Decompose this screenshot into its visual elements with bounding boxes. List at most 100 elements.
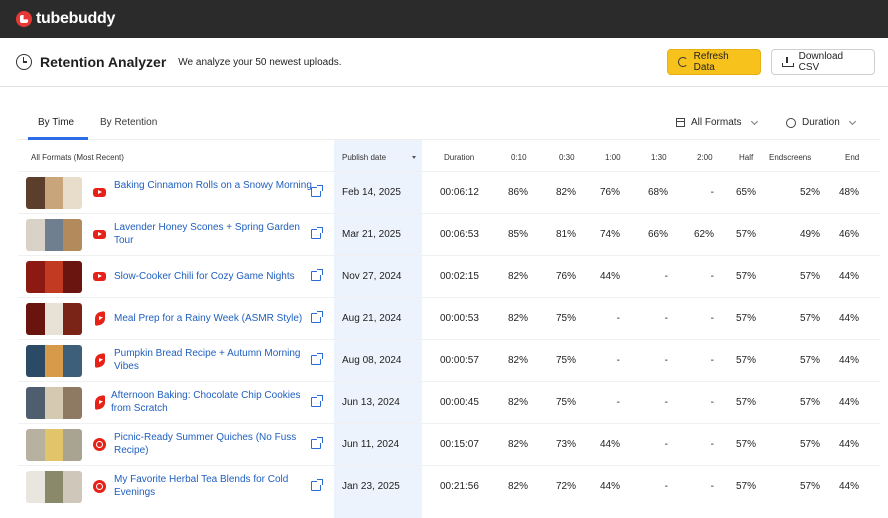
table-row[interactable]: Pumpkin Bread Recipe + Autumn Morning Vi… xyxy=(18,339,880,381)
retention-1-30-cell: - xyxy=(664,355,668,366)
column-header-0-10: 0:10 xyxy=(511,153,527,162)
external-link-icon[interactable] xyxy=(311,353,323,365)
page-header: Retention Analyzer We analyze your 50 ne… xyxy=(0,38,888,87)
publish-date-cell: Feb 14, 2025 xyxy=(342,187,401,198)
video-title-link[interactable]: Meal Prep for a Rainy Week (ASMR Style) xyxy=(114,313,303,324)
chevron-down-icon xyxy=(750,117,758,125)
video-title-link[interactable]: Lavender Honey Scones + Spring Garden To… xyxy=(114,222,300,246)
external-link-icon[interactable] xyxy=(311,269,323,281)
retention-1-30-cell: 66% xyxy=(647,229,668,240)
retention-1-00-cell: - xyxy=(616,313,620,324)
duration-cell: 00:06:53 xyxy=(440,229,479,240)
video-title-link[interactable]: Afternoon Baking: Chocolate Chip Cookies… xyxy=(111,390,301,414)
duration-cell: 00:00:45 xyxy=(440,397,479,408)
formats-filter-dropdown[interactable]: All Formats xyxy=(676,117,758,128)
video-thumbnail[interactable] xyxy=(26,303,82,335)
retention-1-00-cell: 74% xyxy=(599,229,620,240)
external-link-icon[interactable] xyxy=(311,185,323,197)
video-title-link[interactable]: Picnic-Ready Summer Quiches (No Fuss Rec… xyxy=(114,432,297,456)
external-link-icon[interactable] xyxy=(311,479,323,491)
table-row[interactable]: Baking Cinnamon Rolls on a Snowy Morning… xyxy=(18,171,880,213)
video-title-link[interactable]: Pumpkin Bread Recipe + Autumn Morning Vi… xyxy=(114,348,301,372)
retention-1-30-cell: - xyxy=(664,481,668,492)
retention-half-cell: 65% xyxy=(735,187,756,198)
table-row[interactable]: Slow-Cooker Chili for Cozy Game Nights N… xyxy=(18,255,880,297)
retention-1-30-cell: - xyxy=(664,313,668,324)
external-link-icon[interactable] xyxy=(311,395,323,407)
retention-2-00-cell: - xyxy=(710,439,714,450)
retention-0-30-cell: 75% xyxy=(555,355,576,366)
table-row[interactable]: Picnic-Ready Summer Quiches (No Fuss Rec… xyxy=(18,423,880,465)
duration-filter-dropdown[interactable]: Duration xyxy=(786,117,856,128)
tab-by-time[interactable]: By Time xyxy=(38,117,75,128)
retention-2-00-cell: - xyxy=(710,355,714,366)
retention-0-10-cell: 82% xyxy=(507,313,528,324)
retention-end-cell: 44% xyxy=(838,439,859,450)
table-row[interactable]: Meal Prep for a Rainy Week (ASMR Style) … xyxy=(18,297,880,339)
external-link-icon[interactable] xyxy=(311,437,323,449)
tab-by-retention[interactable]: By Retention xyxy=(100,117,158,128)
retention-half-cell: 57% xyxy=(735,271,756,282)
live-icon xyxy=(93,438,107,452)
video-thumbnail[interactable] xyxy=(26,387,82,419)
refresh-data-button[interactable]: Refresh Data xyxy=(667,49,761,75)
publish-date-cell: Aug 08, 2024 xyxy=(342,355,402,366)
table-row[interactable]: My Favorite Herbal Tea Blends for Cold E… xyxy=(18,465,880,507)
retention-2-00-cell: - xyxy=(710,187,714,198)
retention-1-00-cell: 76% xyxy=(599,187,620,198)
video-thumbnail[interactable] xyxy=(26,345,82,377)
video-thumbnail[interactable] xyxy=(26,219,82,251)
publish-date-cell: Jan 23, 2025 xyxy=(342,481,400,492)
retention-1-00-cell: 44% xyxy=(599,481,620,492)
download-csv-button[interactable]: Download CSV xyxy=(771,49,875,75)
video-thumbnail[interactable] xyxy=(26,471,82,503)
publish-date-column-highlight xyxy=(334,140,422,518)
retention-endscreens-cell: 57% xyxy=(799,481,820,492)
external-link-icon[interactable] xyxy=(311,311,323,323)
column-header-publish-date[interactable]: Publish date xyxy=(342,153,387,162)
formats-grid-icon xyxy=(676,118,685,127)
refresh-data-label: Refresh Data xyxy=(693,51,729,73)
video-title-link[interactable]: Baking Cinnamon Rolls on a Snowy Morning xyxy=(114,180,312,191)
download-csv-label: Download CSV xyxy=(798,51,844,73)
duration-cell: 00:21:56 xyxy=(440,481,479,492)
publish-date-cell: Aug 21, 2024 xyxy=(342,313,402,324)
duration-cell: 00:00:53 xyxy=(440,313,479,324)
retention-end-cell: 44% xyxy=(838,397,859,408)
table-row[interactable]: Afternoon Baking: Chocolate Chip Cookies… xyxy=(18,381,880,423)
retention-0-30-cell: 72% xyxy=(555,481,576,492)
column-header-2-00: 2:00 xyxy=(697,153,713,162)
retention-half-cell: 57% xyxy=(735,439,756,450)
retention-2-00-cell: 62% xyxy=(693,229,714,240)
video-title-link[interactable]: My Favorite Herbal Tea Blends for Cold E… xyxy=(114,474,289,498)
publish-date-cell: Jun 11, 2024 xyxy=(342,439,400,450)
chevron-down-icon xyxy=(848,117,856,125)
retention-end-cell: 48% xyxy=(838,187,859,198)
tab-bar: By Time By Retention All Formats Duratio… xyxy=(18,104,880,140)
retention-card: By Time By Retention All Formats Duratio… xyxy=(18,104,880,518)
retention-0-30-cell: 81% xyxy=(555,229,576,240)
retention-end-cell: 44% xyxy=(838,355,859,366)
retention-1-00-cell: 44% xyxy=(599,271,620,282)
duration-clock-icon xyxy=(786,117,796,128)
duration-cell: 00:02:15 xyxy=(440,271,479,282)
retention-0-30-cell: 75% xyxy=(555,397,576,408)
video-title-link[interactable]: Slow-Cooker Chili for Cozy Game Nights xyxy=(114,271,295,282)
retention-1-30-cell: - xyxy=(664,439,668,450)
download-icon xyxy=(782,57,794,67)
retention-endscreens-cell: 57% xyxy=(799,313,820,324)
active-tab-indicator xyxy=(28,137,88,140)
retention-1-00-cell: 44% xyxy=(599,439,620,450)
external-link-icon[interactable] xyxy=(311,227,323,239)
column-header-0-30: 0:30 xyxy=(559,153,575,162)
retention-end-cell: 44% xyxy=(838,271,859,282)
retention-endscreens-cell: 57% xyxy=(799,439,820,450)
video-thumbnail[interactable] xyxy=(26,429,82,461)
video-thumbnail[interactable] xyxy=(26,261,82,293)
retention-1-30-cell: - xyxy=(664,397,668,408)
retention-0-10-cell: 82% xyxy=(507,481,528,492)
duration-cell: 00:15:07 xyxy=(440,439,479,450)
video-thumbnail[interactable] xyxy=(26,177,82,209)
retention-half-cell: 57% xyxy=(735,355,756,366)
table-row[interactable]: Lavender Honey Scones + Spring Garden To… xyxy=(18,213,880,255)
